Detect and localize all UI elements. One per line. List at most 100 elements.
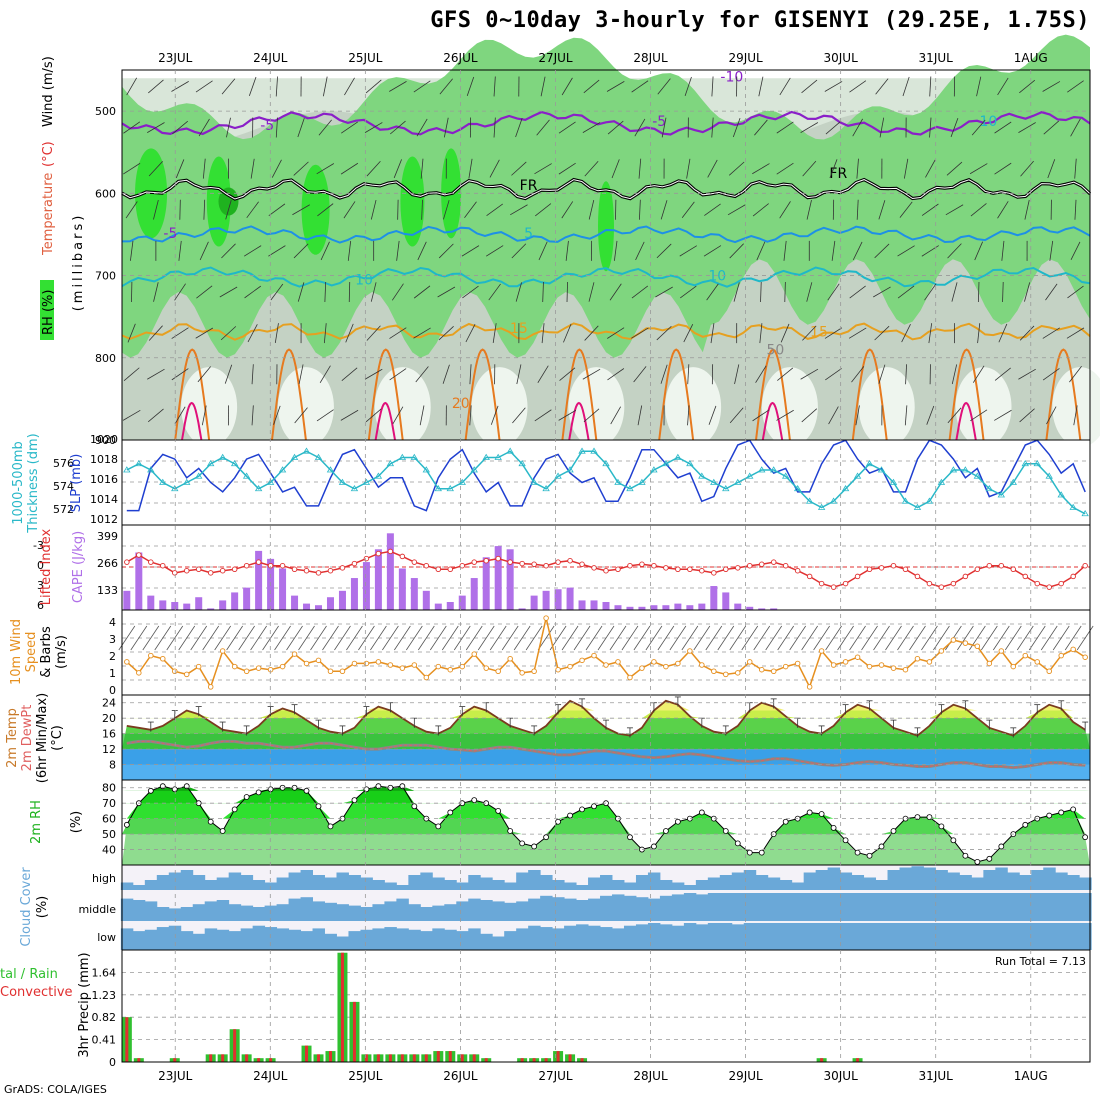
wind-barb <box>148 325 163 341</box>
lifted-index-line-point <box>794 567 801 574</box>
wind-barb <box>1047 159 1056 179</box>
cloud-bar-high <box>468 875 481 890</box>
wind-speed-line-point <box>255 665 262 671</box>
cloud-bar-low <box>779 923 793 950</box>
cloud-bar-low <box>1031 923 1044 950</box>
wind-barb <box>171 327 189 339</box>
rh-point <box>1082 834 1089 841</box>
wind-barb <box>1001 240 1005 261</box>
rh-pocket <box>761 367 818 448</box>
rh-point <box>698 809 705 816</box>
wind-barb <box>198 118 210 137</box>
wind-barb <box>250 158 255 179</box>
lifted-index-line-point <box>315 570 322 576</box>
cloud-bar-low <box>1055 923 1068 950</box>
rh-point <box>207 818 214 825</box>
wind-barb <box>238 625 255 651</box>
cloud-bar-middle <box>875 893 888 921</box>
wind-barb <box>656 243 672 259</box>
wind-barb <box>945 204 964 216</box>
wind-speed-line-point <box>699 662 705 668</box>
wind-barb <box>977 281 980 303</box>
precip-conv-bar <box>472 1054 476 1062</box>
cloud-bar-high <box>276 877 290 890</box>
wind-barb <box>631 285 649 299</box>
precip-frame <box>121 949 1091 1063</box>
wind-barb <box>462 285 479 299</box>
wind-barb <box>717 625 735 651</box>
y-tick-label: 0 <box>109 684 116 697</box>
y-tick-label-right: 1012 <box>90 513 118 526</box>
wind-barb <box>946 161 963 176</box>
wind-barb <box>728 161 745 176</box>
y-tick-label: 1.64 <box>92 966 117 979</box>
precip-conv-bar <box>856 1058 860 1062</box>
cloud-bar-middle <box>132 900 146 921</box>
cloud-bar-low <box>899 923 912 950</box>
cloud-bar-middle <box>791 893 805 921</box>
wind-barb <box>513 625 531 651</box>
cloud-bar-low <box>947 923 960 950</box>
rh-point <box>998 843 1005 850</box>
lifted-index-line-point <box>207 570 214 576</box>
lifted-index-line-point <box>998 562 1005 569</box>
cloud-bar-middle <box>552 897 565 921</box>
wind-barb <box>461 245 480 257</box>
wind-barb <box>406 625 423 651</box>
cloud-bar-low <box>911 923 924 950</box>
thickness-line-point <box>1021 459 1029 467</box>
rh-point <box>327 823 334 830</box>
cloud-bar-middle <box>564 898 577 921</box>
wind-barb <box>583 79 600 94</box>
thickness-line-point <box>746 472 754 479</box>
lifted-index-line-point <box>830 584 837 590</box>
cloud-bar-middle <box>348 905 361 921</box>
wind-barb <box>153 199 159 220</box>
cloud-bar-low <box>815 923 829 950</box>
y-tick-label: 2 <box>109 650 116 663</box>
wind-speed-line-point <box>591 652 597 659</box>
cloud-bar-low <box>671 925 685 950</box>
lifted-index-line-point <box>938 584 945 590</box>
y-tick-label: 60 <box>102 813 116 826</box>
wind-barb <box>856 199 859 220</box>
wind-barb <box>899 201 913 218</box>
wind-barb <box>928 323 933 344</box>
thickness-line-point <box>805 497 814 504</box>
rh-cell <box>301 164 330 255</box>
wind-speed-line-point <box>447 666 454 673</box>
precip-left-labels: tal / Rain Convective <box>0 967 73 1000</box>
cloud-bar-high <box>995 867 1008 890</box>
rh-point <box>722 828 729 834</box>
cloud-bar-low <box>372 928 385 950</box>
thickness-line-point <box>350 484 359 492</box>
wind-barb <box>680 285 697 299</box>
lifted-index-line-point <box>878 565 885 571</box>
panel-side-label: Lifted Index <box>39 528 54 605</box>
panel-side-label: 2m Temp <box>5 708 20 768</box>
precip-conv-bar <box>400 1054 404 1062</box>
cloud-bar-low <box>456 931 469 950</box>
cloud-bar-low <box>324 933 337 950</box>
cloud-bar-middle <box>264 905 278 921</box>
y-tick-label: 80 <box>102 782 116 795</box>
thickness-line-point <box>566 466 574 473</box>
wind-barb <box>559 367 576 381</box>
cloud-bar-middle <box>743 893 757 921</box>
thickness-line-point <box>506 447 514 454</box>
wind-barb <box>573 625 591 651</box>
rh-point <box>854 849 861 856</box>
thickness-line-point <box>446 484 454 492</box>
cape-bar <box>303 603 311 610</box>
cloud-bar-low <box>935 923 948 950</box>
wind-barb <box>123 121 141 134</box>
wind-barb <box>485 245 504 257</box>
cape-bar <box>123 590 131 610</box>
wind-barb <box>998 323 1008 343</box>
contour-25-loop <box>181 401 203 441</box>
panel-side-label: 2m RH <box>29 800 44 844</box>
cloud-bar-middle <box>588 898 601 921</box>
wind-barb <box>783 240 787 261</box>
cloud-bar-low <box>204 928 218 950</box>
wind-barb <box>439 78 453 95</box>
